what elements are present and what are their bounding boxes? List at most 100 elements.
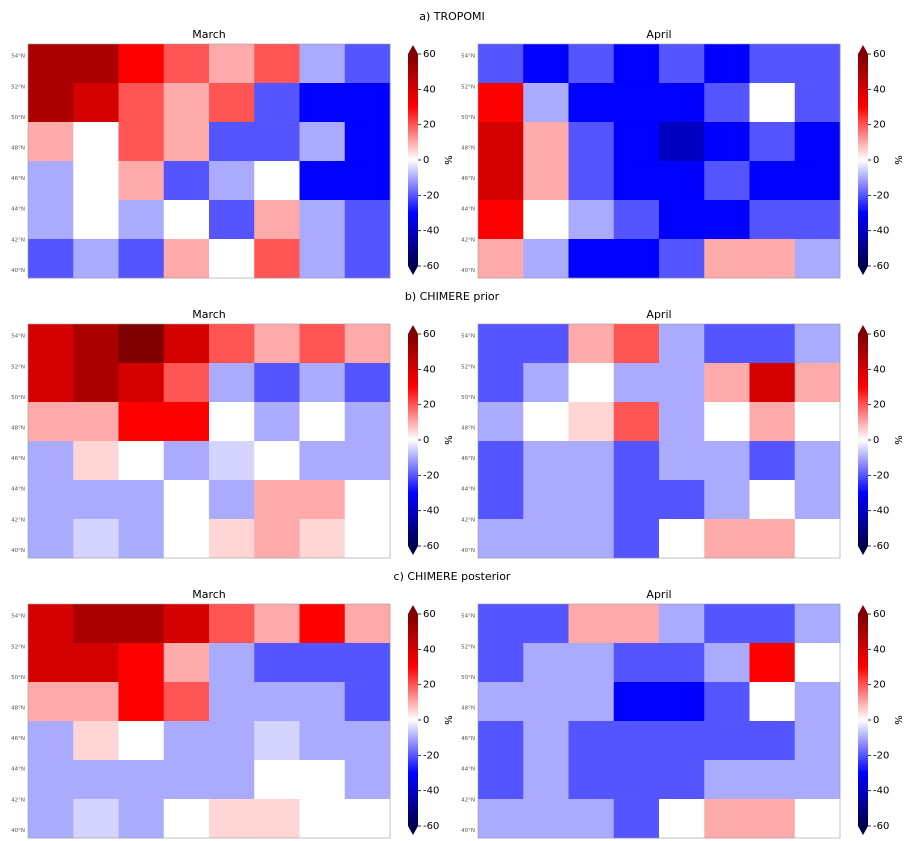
colorbar-label: % [892, 715, 903, 725]
map-cell [614, 441, 660, 480]
map-cell [345, 122, 391, 161]
map-cell [300, 519, 346, 558]
lat-label: 50°N [461, 395, 475, 401]
map-cell [704, 122, 750, 161]
lat-label: 40°N [11, 548, 25, 554]
map-cell [300, 643, 346, 682]
map-cell [795, 363, 841, 402]
map-cell [164, 760, 210, 799]
map-cell [569, 799, 615, 838]
lat-label: 48°N [461, 426, 475, 432]
colorbar-tick-label: -60 [873, 261, 889, 272]
map-cell [569, 161, 615, 200]
map-cell [795, 324, 841, 363]
colorbar-tick-label: -60 [873, 821, 889, 832]
colorbar-tick-label: -40 [873, 226, 889, 237]
map-cell [478, 161, 524, 200]
panel-title: March [192, 308, 226, 321]
map-cell [73, 519, 119, 558]
map-cell [704, 760, 750, 799]
map-cell [119, 519, 165, 558]
map-cell [345, 363, 391, 402]
map-cell [659, 441, 705, 480]
colorbar-tick-label: -20 [873, 750, 889, 761]
colorbar-tick-label: 20 [873, 400, 886, 411]
map-cell [209, 604, 255, 643]
colorbar-tick-label: -40 [423, 506, 439, 517]
map-cell [614, 519, 660, 558]
map-cell [28, 760, 74, 799]
colorbar-extend-top [858, 325, 868, 334]
map-cell [73, 83, 119, 122]
lat-label: 46°N [461, 176, 475, 182]
map-cell [704, 682, 750, 721]
map-cell [478, 363, 524, 402]
lat-label: 44°N [11, 767, 25, 773]
figure: a) TROPOMIb) CHIMERE priorc) CHIMERE pos… [0, 0, 904, 841]
map-cell [750, 682, 796, 721]
map-cell [345, 519, 391, 558]
map-cell [28, 682, 74, 721]
lat-label: 50°N [461, 675, 475, 681]
colorbar-tick-label: 60 [873, 609, 886, 620]
lat-label: 42°N [11, 237, 25, 243]
map-cell [704, 604, 750, 643]
map-cell [345, 799, 391, 838]
panel-title: March [192, 28, 226, 41]
map-cell [119, 402, 165, 441]
map-cell [300, 480, 346, 519]
map-cell [119, 480, 165, 519]
map-cell [523, 441, 569, 480]
map-cell [28, 604, 74, 643]
map-cell [164, 200, 210, 239]
colorbar-tick-label: -60 [873, 541, 889, 552]
map-cell [659, 239, 705, 278]
map-cell [300, 200, 346, 239]
map-cell [209, 402, 255, 441]
map-cell [300, 721, 346, 760]
map-cell [254, 799, 300, 838]
map-cell [750, 402, 796, 441]
lat-label: 46°N [11, 736, 25, 742]
map-cell [478, 44, 524, 83]
map-cell [704, 83, 750, 122]
map-cell [795, 682, 841, 721]
map-cell [659, 682, 705, 721]
map-cell [345, 402, 391, 441]
map-cell [345, 682, 391, 721]
map-cell [300, 324, 346, 363]
colorbar-tick-label: 40 [873, 364, 886, 375]
map-cell [659, 324, 705, 363]
map-cell [300, 799, 346, 838]
map-cell [704, 441, 750, 480]
map-cell [73, 441, 119, 480]
lat-label: 52°N [461, 84, 475, 90]
map-cell [119, 682, 165, 721]
map-cell [254, 721, 300, 760]
lat-label: 48°N [11, 426, 25, 432]
lat-label: 44°N [461, 487, 475, 493]
map-cell [659, 643, 705, 682]
colorbar [858, 334, 868, 546]
map-cell [569, 760, 615, 799]
map-cell [28, 441, 74, 480]
map-cell [569, 643, 615, 682]
map-cell [750, 44, 796, 83]
map-cell [795, 643, 841, 682]
map-cell [704, 161, 750, 200]
map-cell [614, 480, 660, 519]
map-cell [614, 324, 660, 363]
map-cell [750, 643, 796, 682]
map-cell [164, 643, 210, 682]
lat-label: 40°N [11, 268, 25, 274]
panel-title: March [192, 588, 226, 601]
map-cell [300, 402, 346, 441]
map-cell [28, 643, 74, 682]
map-cell [73, 161, 119, 200]
lat-label: 40°N [461, 828, 475, 834]
map-cell [478, 604, 524, 643]
lat-label: 54°N [11, 614, 25, 620]
colorbar-label: % [442, 435, 453, 445]
colorbar-tick-label: -20 [423, 750, 439, 761]
map-cell [345, 239, 391, 278]
